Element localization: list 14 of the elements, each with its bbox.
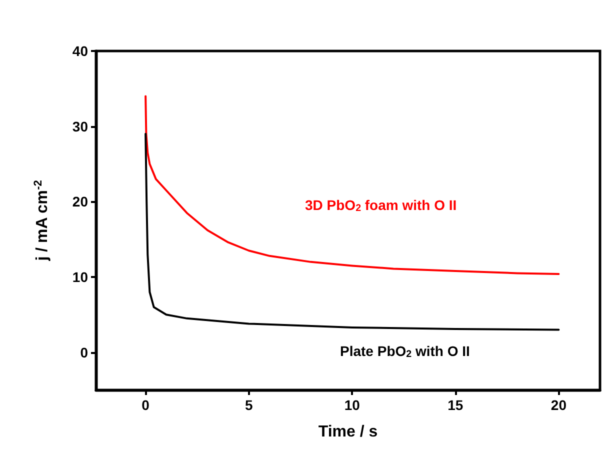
x-tick-label: 10 [344,397,360,413]
y-tick-label: 30 [72,118,88,134]
x-tick-label: 5 [244,397,253,413]
x-axis-title: Time / s [318,424,378,440]
y-tick-label: 20 [72,194,88,210]
y-tick-label: 10 [72,269,88,285]
x-tick-label: 20 [550,397,567,413]
y-tick-label: 40 [72,43,88,59]
y-axis-title: j / mA cm-2 [32,180,51,262]
y-tick-label: 0 [80,344,88,360]
line-series [144,132,560,331]
x-tick-label: 15 [448,397,464,413]
line-series [144,95,560,275]
x-tick-label: 0 [142,397,150,413]
